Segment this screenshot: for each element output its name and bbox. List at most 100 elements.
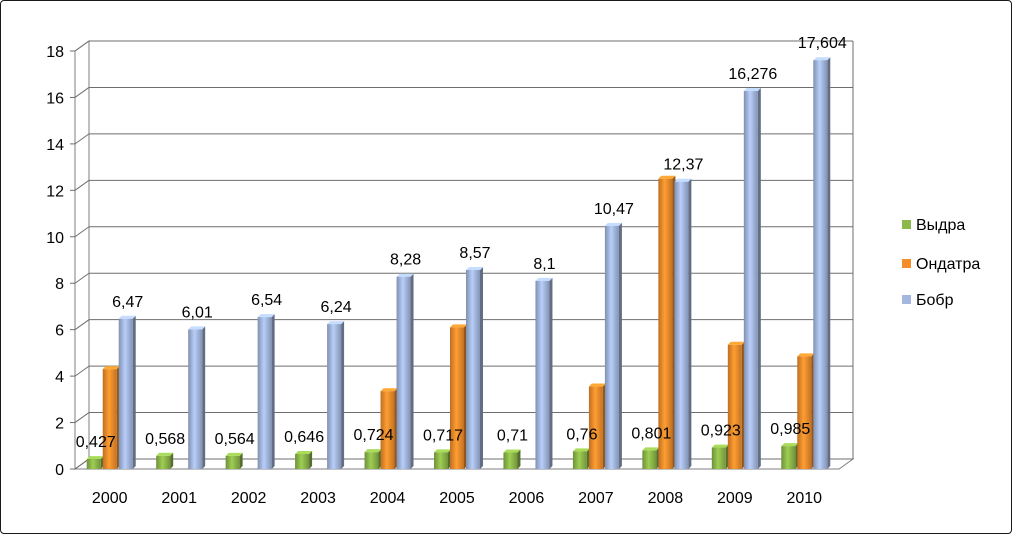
- gridline-side: [74, 458, 90, 470]
- y-tick-label: 2: [55, 416, 64, 433]
- bar-Выдра-2001: [156, 455, 171, 469]
- bar-top: [658, 175, 676, 179]
- data-label: 8,57: [459, 245, 490, 262]
- data-label: 6,54: [251, 292, 282, 309]
- y-tick-label: 14: [46, 137, 64, 154]
- bar-side: [517, 449, 521, 469]
- bar-Выдра-2003: [295, 453, 310, 469]
- x-tick-label: 2000: [92, 490, 128, 507]
- data-label: 8,1: [533, 256, 555, 273]
- bar-Выдра-2009: [711, 447, 726, 469]
- bar-top: [674, 178, 692, 182]
- bar-side: [170, 452, 174, 469]
- bar-Бобр-2001: [188, 329, 203, 469]
- bar-Ондатра-2007: [588, 386, 603, 469]
- bar-Бобр-2006: [535, 280, 550, 469]
- bar-top: [380, 388, 398, 392]
- bar-top: [327, 321, 345, 325]
- bar-Бобр-2008: [674, 181, 689, 470]
- bar-top: [434, 449, 451, 453]
- bar-top: [118, 315, 136, 319]
- bar-Бобр-2000: [118, 318, 133, 469]
- data-label: 0,564: [215, 431, 255, 448]
- data-label: 0,76: [566, 426, 597, 443]
- y-tick-label: 18: [46, 44, 64, 61]
- bar-Бобр-2005: [466, 269, 480, 469]
- x-tick-label: 2003: [300, 490, 336, 507]
- x-tick-label: 2008: [648, 490, 684, 507]
- x-tick-label: 2009: [717, 490, 753, 507]
- bar-Ондатра-2008: [658, 178, 673, 469]
- legend-swatch-0: [902, 220, 911, 229]
- bar-Бобр-2002: [257, 317, 272, 469]
- y-tick-label: 6: [55, 323, 64, 340]
- y-tick-label: 0: [55, 462, 64, 479]
- bar-top: [743, 88, 761, 92]
- data-label: 0,568: [145, 431, 185, 448]
- bar-top: [711, 444, 729, 448]
- bar-Бобр-2010: [813, 60, 828, 470]
- data-label: 0,646: [284, 429, 324, 446]
- data-label: 0,724: [354, 427, 394, 444]
- data-label: 6,47: [112, 294, 143, 311]
- bar-Выдра-2005: [434, 452, 448, 469]
- bar-side: [341, 321, 345, 469]
- bar-Ондатра-2010: [797, 356, 812, 469]
- y-tick-label: 12: [46, 183, 64, 200]
- bar-side: [132, 315, 136, 469]
- bar-Выдра-2002: [225, 455, 240, 469]
- bar-side: [480, 266, 483, 469]
- bar-Выдра-2000: [86, 459, 101, 469]
- x-tick-label: 2010: [786, 490, 822, 507]
- bar-Бобр-2007: [604, 225, 619, 469]
- y-tick-label: 8: [55, 276, 64, 293]
- x-tick-label: 2005: [439, 490, 475, 507]
- bar-side: [309, 450, 313, 469]
- bar-top: [86, 456, 104, 460]
- gridline-side: [74, 272, 90, 284]
- bar-Бобр-2003: [327, 324, 342, 469]
- data-label: 8,28: [390, 252, 421, 269]
- gridline-side: [74, 179, 90, 191]
- x-tick-label: 2004: [370, 490, 406, 507]
- x-tick-label: 2007: [578, 490, 614, 507]
- bar-Выдра-2006: [503, 452, 518, 469]
- bar-Выдра-2008: [642, 450, 657, 469]
- gridline-side: [74, 133, 90, 145]
- bar-Выдра-2004: [364, 452, 379, 469]
- bar-top: [450, 324, 467, 328]
- bar-top: [813, 57, 831, 61]
- bar-top: [572, 448, 590, 452]
- bar-top: [364, 449, 382, 453]
- bar-top: [503, 449, 521, 453]
- bar-top: [102, 366, 120, 370]
- data-label: 6,24: [321, 299, 352, 316]
- bar-Выдра-2010: [781, 446, 796, 469]
- bar-side: [549, 277, 553, 469]
- data-label: 0,71: [497, 428, 528, 445]
- x-tick-label: 2006: [509, 490, 545, 507]
- data-label: 16,276: [728, 66, 777, 83]
- legend-label-2: Бобр: [916, 292, 954, 309]
- legend-label-1: Ондатра: [916, 256, 980, 273]
- gridline-side: [74, 412, 90, 423]
- y-tick-label: 16: [46, 90, 64, 107]
- bar-side: [757, 88, 761, 470]
- gridline-side: [74, 319, 90, 331]
- bar-top: [225, 452, 243, 456]
- bar-Выдра-2007: [572, 451, 587, 469]
- data-label: 0,923: [701, 423, 741, 440]
- bar-side: [239, 452, 243, 469]
- bar-side: [688, 178, 692, 470]
- gridline-side: [74, 226, 90, 238]
- legend-label-0: Выдра: [916, 217, 965, 234]
- legend-swatch-2: [902, 295, 911, 304]
- data-label: 17,604: [798, 35, 847, 52]
- data-label: 12,37: [663, 157, 703, 174]
- legend-swatch-1: [902, 259, 911, 268]
- data-label: 0,427: [76, 434, 116, 451]
- bar-top: [257, 314, 275, 318]
- bar-Ондатра-2004: [380, 391, 395, 469]
